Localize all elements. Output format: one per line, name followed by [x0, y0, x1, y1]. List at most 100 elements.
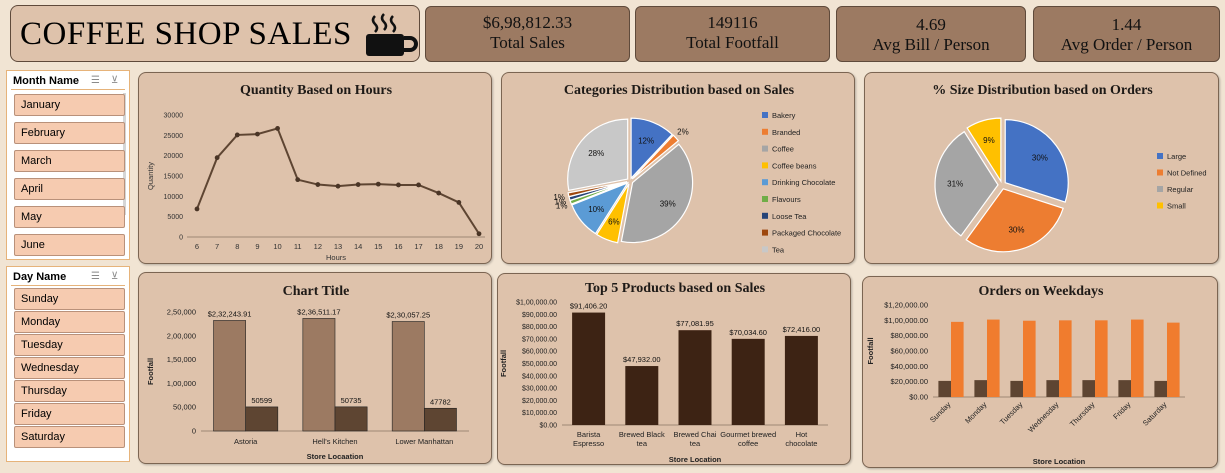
x-tick-label: Saturday	[1141, 400, 1169, 428]
y-tick-label: 50,000	[173, 403, 196, 412]
slicer-item-tuesday[interactable]: Tuesday	[14, 334, 125, 356]
data-point	[335, 183, 341, 189]
pie-slice	[595, 183, 630, 244]
bar	[1095, 320, 1108, 397]
bar	[974, 380, 987, 397]
pie-chart-sizes: % Size Distribution based on Orders 30% 30…	[932, 83, 1207, 253]
slice-data-label: 30%	[1008, 226, 1024, 235]
legend-swatch	[1157, 202, 1163, 209]
x-tick-label: Barista	[577, 430, 601, 439]
bar	[1131, 319, 1144, 397]
legend-swatch	[762, 112, 768, 118]
bar	[302, 318, 336, 432]
pie-chart-categories: Categories Distribution based on Sales 12…	[553, 83, 841, 254]
y-tick-label: $60,000.00	[522, 349, 557, 356]
slicer-item-march[interactable]: March	[14, 150, 125, 172]
bar-data-label: $72,416.00	[783, 325, 821, 334]
slicer-item-april[interactable]: April	[14, 178, 125, 200]
clear-filter-icon[interactable]: ⊻	[111, 271, 119, 282]
legend-label: Regular	[1167, 185, 1194, 194]
pie-slice	[934, 130, 999, 237]
y-tick-label: 0	[179, 235, 183, 242]
kpi-avg-bill: 4.69 Avg Bill / Person	[836, 6, 1026, 62]
bar	[938, 380, 951, 397]
legend-swatch	[762, 179, 768, 186]
bar	[1118, 380, 1131, 397]
slice-data-label: 1%	[553, 193, 565, 202]
slicer-item-february[interactable]: February	[14, 122, 125, 144]
x-tick-label: 12	[314, 242, 322, 251]
legend-swatch	[762, 162, 768, 169]
pie-slice	[571, 181, 630, 235]
kpi-value: 149116	[707, 13, 758, 32]
slice-data-label: 31%	[947, 180, 963, 189]
data-point	[234, 132, 240, 138]
slicer-item-may[interactable]: May	[14, 206, 125, 228]
legend-swatch	[1157, 153, 1163, 159]
slicer-item-thursday[interactable]: Thursday	[14, 380, 125, 402]
slice-data-label: 1%	[555, 197, 567, 206]
clear-filter-icon[interactable]: ⊻	[111, 75, 119, 86]
x-tick-label: Astoria	[234, 437, 258, 446]
slice-data-label: 10%	[588, 205, 604, 214]
bar-data-label: $2,32,243.91	[208, 309, 252, 318]
data-point	[416, 182, 421, 188]
y-tick-label: 25000	[164, 133, 184, 140]
data-point	[456, 200, 462, 205]
y-tick-label: $40,000.00	[522, 373, 557, 380]
y-tick-label: $40,000.00	[890, 362, 928, 371]
chart-title: Categories Distribution based on Sales	[564, 83, 795, 98]
multi-select-icon[interactable]: ☰	[91, 75, 100, 86]
x-tick-label: Hell's Kitchen	[312, 437, 357, 446]
y-tick-label: 15000	[164, 174, 184, 181]
slicer-item-monday[interactable]: Monday	[14, 311, 125, 333]
kpi-avg-order: 1.44 Avg Order / Person	[1033, 6, 1220, 62]
slicer-item-saturday[interactable]: Saturday	[14, 426, 125, 448]
bar-data-label: $70,034.60	[729, 328, 767, 337]
slice-data-label: 28%	[588, 149, 604, 158]
bar	[572, 312, 606, 425]
slicer-item-friday[interactable]: Friday	[14, 403, 125, 425]
x-tick-label: tea	[690, 439, 701, 448]
slice-data-label: 12%	[638, 136, 654, 145]
bar	[1082, 380, 1095, 397]
legend-swatch	[762, 196, 768, 202]
pie-slice	[965, 188, 1064, 253]
data-point	[396, 182, 401, 188]
y-tick-label: 2,50,000	[167, 308, 196, 317]
chart-panel-products: Top 5 Products based on Sales $0.00 $10,00…	[497, 273, 851, 465]
x-tick-label: Brewed Black	[619, 430, 665, 439]
x-tick-label: 15	[374, 242, 382, 251]
bar-chart-products: Top 5 Products based on Sales $0.00 $10,00…	[499, 281, 828, 464]
bar-data-label: $2,36,511.17	[297, 307, 340, 316]
bar	[1059, 320, 1072, 397]
multi-select-icon[interactable]: ☰	[91, 271, 100, 282]
slicer-item-sunday[interactable]: Sunday	[14, 288, 125, 310]
bar	[678, 330, 712, 425]
x-tick-label: Wednesday	[1026, 400, 1060, 434]
x-tick-label: 6	[195, 242, 199, 251]
y-tick-label: $20,000.00	[890, 377, 928, 386]
x-axis-title: Hours	[326, 253, 346, 262]
slicer-item-january[interactable]: January	[14, 94, 125, 116]
slicer-item-wednesday[interactable]: Wednesday	[14, 357, 125, 379]
y-tick-label: $0.00	[539, 423, 557, 430]
slice-data-label: 2%	[677, 127, 689, 136]
bar-data-label: $91,406.20	[570, 302, 608, 311]
x-tick-label: 13	[334, 242, 342, 251]
bar-chart-stores: Chart Title 0 50,000 1,00,000 1,50,000 2,00,0…	[146, 284, 469, 461]
data-point	[436, 190, 442, 196]
slicer-item-june[interactable]: June	[14, 234, 125, 256]
x-axis-title: Store Location	[669, 455, 722, 464]
y-tick-label: $80,000.00	[890, 331, 928, 340]
data-point	[355, 182, 361, 187]
legend-swatch	[762, 128, 768, 135]
slice-data-label: 6%	[608, 218, 620, 227]
y-axis-title: Footfall	[866, 337, 875, 364]
pie-slice	[620, 143, 694, 244]
bar-data-label: $2,30,057.25	[386, 310, 430, 319]
x-tick-label: 7	[215, 242, 219, 251]
data-point	[315, 182, 321, 187]
pie-slice	[966, 117, 1002, 184]
bar-data-label: 50599	[251, 396, 272, 405]
